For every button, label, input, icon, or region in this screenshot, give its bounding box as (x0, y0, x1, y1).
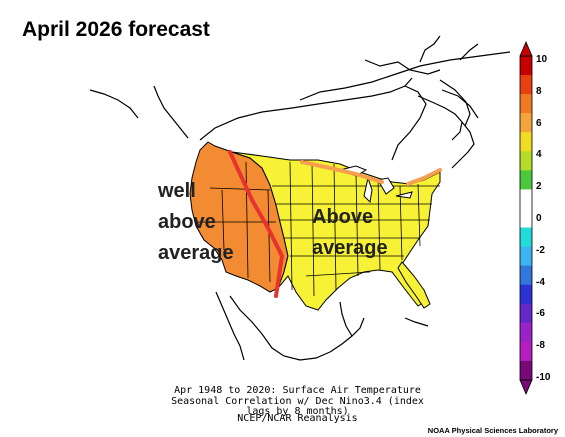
canada-outline (89, 35, 511, 169)
florida (397, 261, 431, 309)
east-annotation-line-1: Above (312, 206, 374, 228)
west-annotation: well above average (158, 176, 234, 269)
colorbar (519, 40, 533, 396)
colorbar-outline (519, 55, 533, 381)
colorbar-segment (520, 227, 532, 248)
colorbar-tick-label: -2 (536, 244, 545, 256)
state-borders (198, 161, 440, 297)
colorbar-tick-label: 6 (536, 117, 542, 129)
boundary-line (228, 150, 285, 298)
mexico-outline (215, 291, 429, 361)
colorbar-segment (520, 265, 532, 286)
credit-label: NOAA Physical Sciences Laboratory (427, 426, 558, 435)
west-annotation-line-1: well (158, 180, 196, 202)
colorbar-tick-label: -6 (536, 308, 545, 320)
colorbar-tick-label: -4 (536, 276, 545, 288)
colorbar-tick-label: 2 (536, 181, 542, 193)
caption-line-3: NCEP/NCAR Reanalysis (237, 413, 358, 424)
colorbar-segment (520, 56, 532, 76)
west-annotation-line-3: average (158, 242, 234, 264)
colorbar-segment (520, 284, 532, 305)
colorbar-segment (520, 360, 532, 381)
colorbar-segment (520, 322, 532, 343)
colorbar-tick-label: 0 (536, 213, 542, 224)
colorbar-segment (520, 341, 532, 362)
colorbar-top-arrow (519, 40, 533, 57)
colorbar-segment (520, 246, 532, 267)
colorbar-segment (520, 75, 532, 95)
east-annotation-line-2: average (312, 237, 388, 259)
west-annotation-line-2: above (158, 211, 216, 233)
colorbar-segment (520, 132, 532, 152)
colorbar-segment (520, 151, 532, 171)
colorbar-segment (520, 303, 532, 324)
map-title: April 2026 forecast (22, 18, 210, 41)
northern-border-line (300, 160, 384, 184)
colorbar-segment (520, 189, 532, 209)
caption-line-1: Apr 1948 to 2020: Surface Air Temperatur… (174, 385, 421, 396)
colorbar-bottom-arrow (519, 379, 533, 396)
colorbar-segment (520, 94, 532, 114)
colorbar-segment (520, 113, 532, 133)
caption-line-2: Seasonal Correlation w/ Dec Nino3.4 (ind… (171, 396, 424, 417)
colorbar-tick-label: 10 (536, 54, 548, 65)
colorbar-segment (520, 170, 532, 190)
colorbar-tick-label: 4 (536, 149, 542, 161)
colorbar-tick-label: -8 (536, 340, 545, 352)
colorbar-tick-label: 8 (536, 85, 542, 97)
colorbar-segment (520, 208, 532, 229)
colorbar-tick-label: -10 (536, 372, 551, 383)
northeast-border-line (406, 168, 442, 186)
east-annotation: Above average (312, 202, 388, 264)
